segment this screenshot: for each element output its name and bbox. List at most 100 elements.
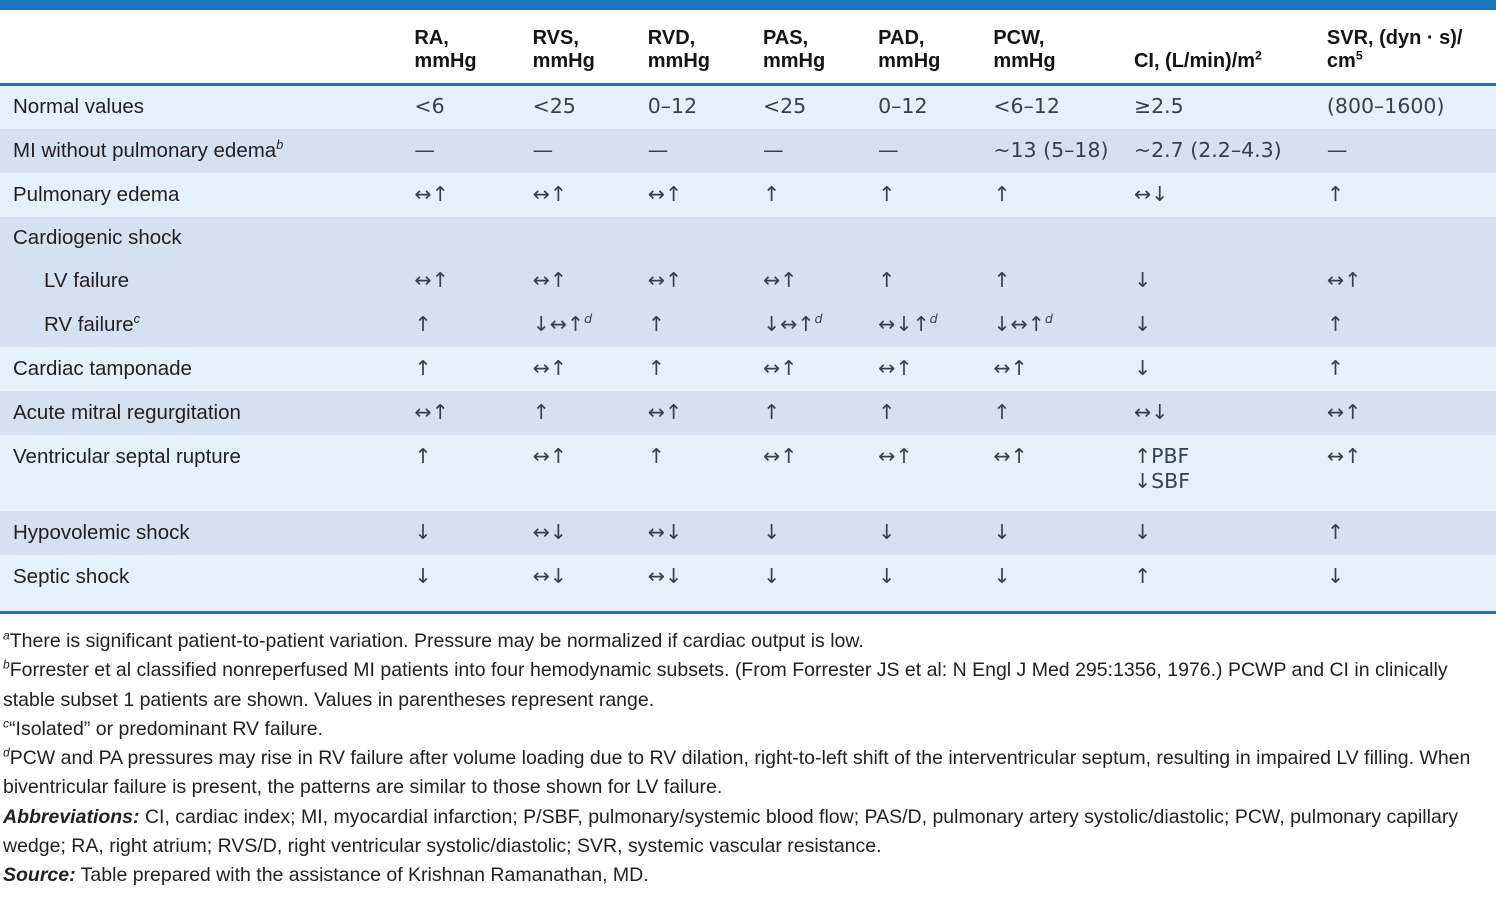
value-cell: ↑	[1133, 554, 1327, 614]
row-label: Cardiac tamponade	[13, 356, 192, 380]
column-header-condition	[0, 10, 415, 86]
table-row: Pulmonary edema ↔↑ ↔↑ ↔↑ ↑ ↑ ↑ ↔↓ ↑	[0, 172, 1496, 217]
value-cell: ↔↓	[532, 519, 567, 544]
row-label: LV failure	[44, 268, 130, 292]
value-cell: ↑	[878, 399, 896, 424]
row-label: Cardiogenic shock	[13, 225, 182, 249]
value-cell: ↑	[414, 443, 432, 468]
value-cell: ↓	[1326, 554, 1496, 614]
value-cell: ≥2.5	[1133, 94, 1184, 119]
column-header: RA, mmHg	[414, 10, 533, 86]
value-cell: ↔↑	[532, 355, 567, 380]
value-cell: ↑	[532, 399, 550, 424]
value-cell: ~2.7 (2.2–4.3)	[1133, 137, 1282, 162]
value-cell: —	[762, 137, 784, 162]
value-cell: ↔↑	[532, 267, 567, 292]
value-cell: ↓	[878, 519, 896, 544]
value-cell: 0–12	[878, 94, 928, 119]
value-cell: ↑	[1326, 519, 1345, 544]
value-cell: ↓	[1133, 355, 1152, 380]
value-cell	[878, 217, 993, 259]
value-cell: ~13 (5–18)	[993, 137, 1109, 162]
column-header: PCW, mmHg	[993, 10, 1134, 86]
value-cell: ↔↑	[1326, 443, 1362, 468]
row-label: Acute mitral regurgitation	[13, 400, 241, 424]
column-header: SVR, (dyn · s)/cm5	[1326, 10, 1496, 86]
value-cell: ↑	[993, 399, 1011, 424]
table-row: MI without pulmonary edemab — — — — — ~13 (5–1…	[0, 128, 1496, 173]
value-cell: ↔↑	[414, 181, 449, 206]
value-cell: ↑	[647, 311, 665, 336]
column-header: PAS, mmHg	[762, 10, 879, 86]
value-cell: ↓	[993, 519, 1011, 544]
row-label: Septic shock	[0, 554, 415, 614]
table-body: Normal values <6 <25 0–12 <25 0–12 <6–12 ≥2.5 (8…	[0, 84, 1496, 614]
value-cell: ↔↑	[532, 443, 567, 468]
value-cell: ↔↓	[1133, 399, 1169, 424]
table-header: RA, mmHg RVS, mmHg RVD, mmHg PAS, mmHg PAD, mmHg P…	[0, 10, 1496, 86]
value-cell: ↔↑	[1326, 399, 1362, 424]
value-cell: <25	[762, 94, 807, 119]
value-cell: ↓	[878, 554, 994, 614]
value-cell: ↓	[1133, 267, 1152, 292]
footnote-prefix: Abbreviations:	[3, 805, 140, 828]
table-row: Septic shock ↓ ↔↓ ↔↓ ↓ ↓ ↓ ↑ ↓	[0, 554, 1496, 614]
column-header: RVD, mmHg	[647, 10, 763, 86]
value-cell: ↔↑	[762, 443, 798, 468]
value-cell: —	[414, 137, 435, 162]
value-cell: ↔↑	[878, 443, 913, 468]
value-cell	[533, 217, 648, 259]
value-cell: ↔↑	[414, 399, 449, 424]
value-cell: ↓	[762, 519, 781, 544]
value-cell: ↓↔↑d	[762, 310, 823, 336]
value-cell	[993, 217, 1134, 259]
value-cell: ↑	[993, 267, 1011, 292]
row-label: Ventricular septal rupture	[13, 444, 241, 468]
value-cell	[414, 217, 532, 259]
value-cell: ↑	[414, 355, 432, 380]
value-cell: ↑	[762, 399, 781, 424]
value-cell: ↓	[993, 554, 1134, 614]
value-cell: <6–12	[993, 94, 1060, 119]
value-cell: ↔↑	[878, 355, 913, 380]
value-cell: ↓↔↑d	[993, 310, 1053, 336]
value-cell: ↑	[1326, 311, 1345, 336]
value-cell: ↔↓	[532, 554, 648, 614]
value-cell: 0–12	[647, 94, 698, 119]
footnote: dPCW and PA pressures may rise in RV fai…	[3, 745, 1471, 799]
value-cell: ↓↔↑d	[532, 310, 593, 336]
value-cell: ↑PBF ↓SBF	[1133, 443, 1190, 494]
value-cell: ↔↑	[532, 181, 567, 206]
value-cell: ↔↑	[762, 355, 798, 380]
footnote: Source: Table prepared with the assistan…	[3, 864, 649, 886]
value-cell: ↔↑	[414, 267, 449, 292]
header-row: RA, mmHg RVS, mmHg RVD, mmHg PAS, mmHg PAD, mmHg P…	[0, 10, 1496, 86]
value-cell: ↓	[1133, 519, 1152, 544]
row-label: MI without pulmonary edemab	[13, 136, 284, 162]
value-cell	[763, 217, 878, 259]
value-cell: —	[1326, 137, 1348, 162]
value-cell: ↔↑	[647, 181, 683, 206]
table-row: Acute mitral regurgitation ↔↑ ↑ ↔↑ ↑ ↑ ↑ ↔↓ ↔↑	[0, 390, 1496, 435]
value-cell: ↔↑	[1326, 267, 1362, 292]
row-label: Pulmonary edema	[13, 182, 180, 206]
value-cell: ↓	[414, 554, 533, 614]
value-cell: ↔↑	[647, 267, 683, 292]
value-cell: <25	[532, 94, 576, 119]
row-label: RV failurec	[44, 310, 140, 336]
table-row: LV failure ↔↑ ↔↑ ↔↑ ↔↑ ↑ ↑ ↓ ↔↑	[0, 258, 1496, 303]
value-cell: —	[647, 137, 669, 162]
value-cell: ↔↓	[647, 519, 683, 544]
value-cell: —	[878, 137, 899, 162]
value-cell: ↑	[414, 311, 432, 336]
value-cell	[648, 217, 763, 259]
footnote: bForrester et al classified nonreperfuse…	[3, 657, 1448, 711]
value-cell: —	[532, 137, 554, 162]
value-cell: ↓	[762, 554, 879, 614]
value-cell	[1327, 217, 1496, 259]
value-cell: ↓	[1133, 311, 1152, 336]
value-cell: ↔↓	[1133, 181, 1169, 206]
column-header: CI, (L/min)/m2	[1133, 10, 1327, 86]
value-cell: ↑	[878, 267, 896, 292]
